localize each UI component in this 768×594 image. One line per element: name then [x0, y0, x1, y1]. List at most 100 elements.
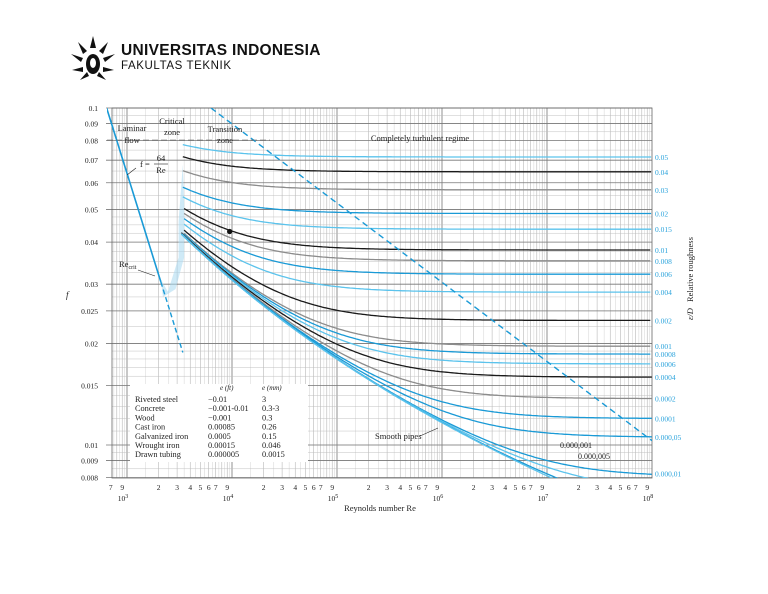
table-value: 0.00085	[208, 423, 235, 432]
x-tick-label: 2	[367, 483, 371, 492]
x-tick-label: 7	[214, 483, 218, 492]
laminar-line-dashed	[160, 281, 184, 353]
x-decade-label: 106	[433, 494, 444, 503]
table-value: 0.046	[262, 441, 281, 450]
y-tick-label: 0.08	[85, 137, 98, 146]
x-tick-label: 5	[514, 483, 518, 492]
table-header: e (ft)	[220, 384, 234, 392]
y-tick-label: 0.025	[81, 307, 98, 316]
curve-0-0002	[180, 232, 652, 400]
table-value: −0.01	[208, 395, 227, 404]
y-tick-label: 0.07	[85, 156, 98, 165]
x-decade-label: 108	[643, 494, 654, 503]
roughness-label: 0.0006	[655, 360, 676, 369]
complete-turbulence-boundary	[210, 108, 652, 442]
x-tick-label: 3	[385, 483, 389, 492]
table-value: 0.0015	[262, 450, 285, 459]
curves	[107, 108, 652, 478]
table-value: 0.00015	[208, 441, 235, 450]
roughness-label: 0.000,05	[655, 433, 682, 442]
curve-label-inside: 0.000,001	[560, 441, 592, 450]
laminar-eq-den: Re	[156, 165, 166, 175]
critical-zone-shading	[160, 164, 185, 297]
table-material: Galvanized iron	[135, 432, 189, 441]
y-tick-label: 0.05	[85, 205, 98, 214]
table-material: Concrete	[135, 404, 165, 413]
y-tick-label: 0.1	[89, 104, 99, 113]
roughness-label: 0.02	[655, 209, 668, 218]
laminar-line	[107, 108, 162, 283]
curve-0-002	[183, 229, 651, 322]
roughness-label: 0.04	[655, 168, 668, 177]
x-tick-label: 9	[330, 483, 334, 492]
x-tick-label: 5	[409, 483, 413, 492]
curve-0-03	[182, 170, 652, 191]
x-tick-label: 3	[280, 483, 284, 492]
x-tick-label: 4	[503, 483, 507, 492]
right-axis-label: Relative roughness	[685, 237, 695, 302]
plot-frame	[111, 107, 653, 479]
x-tick-label: 2	[577, 483, 581, 492]
x-tick-label: 7	[634, 483, 638, 492]
x-tick-label: 5	[199, 483, 203, 492]
x-decade-label: 105	[328, 494, 339, 503]
curve-0-001	[183, 232, 651, 347]
x-decade-label: 103	[118, 494, 129, 503]
roughness-label: 0.05	[655, 153, 668, 162]
curve-0-008	[183, 212, 651, 262]
re-crit-label: Recrit	[119, 259, 137, 271]
y-tick-label: 0.06	[85, 179, 98, 188]
x-axis-label: Reynolds number Re	[344, 503, 416, 513]
table-value: 0.3-3	[262, 404, 279, 413]
y-tick-label: 0.01	[85, 441, 98, 450]
university-logo	[71, 36, 115, 80]
roughness-label: 0.0008	[655, 350, 676, 359]
x-tick-label: 2	[472, 483, 476, 492]
roughness-label: 0.006	[655, 270, 672, 279]
y-tick-label: 0.015	[81, 382, 98, 391]
x-tick-label: 2	[157, 483, 161, 492]
curve-0-0008	[183, 233, 651, 355]
roughness-label: 0.0001	[655, 414, 676, 423]
table-value: 0.15	[262, 432, 277, 441]
table-header: e (mm)	[262, 384, 282, 392]
x-tick-label: 5	[619, 483, 623, 492]
x-tick-label: 3	[490, 483, 494, 492]
transition-label-1: Transition	[208, 124, 243, 134]
x-tick-label: 4	[188, 483, 192, 492]
x-tick-label: 7	[529, 483, 533, 492]
institution-name: UNIVERSITAS INDONESIA	[121, 42, 321, 59]
curve-0-0006	[183, 234, 651, 365]
x-tick-label: 9	[120, 483, 124, 492]
curve-Smooth-pipes	[180, 233, 554, 478]
table-value: 0.3	[262, 413, 272, 422]
x-tick-label: 6	[627, 483, 631, 492]
table-value: 0.26	[262, 423, 277, 432]
x-tick-label: 4	[293, 483, 297, 492]
table-material: Riveted steel	[135, 395, 179, 404]
x-tick-label: 2	[262, 483, 266, 492]
x-tick-label: 6	[312, 483, 316, 492]
laminar-eq-lhs: f =	[140, 159, 150, 169]
roughness-label: 0.015	[655, 225, 672, 234]
critical-label-2: zone	[164, 127, 180, 137]
roughness-label: 0.008	[655, 257, 672, 266]
tick-labels: 0.050.040.030.020.0150.010.0080.0060.004…	[81, 104, 681, 503]
roughness-label: 0.0002	[655, 394, 676, 403]
y-tick-label: 0.008	[81, 474, 98, 483]
x-tick-label: 9	[435, 483, 439, 492]
roughness-label: 0.01	[655, 246, 668, 255]
roughness-label: 0.004	[655, 288, 672, 297]
y-tick-label: 0.04	[85, 238, 98, 247]
x-tick-label: 3	[595, 483, 599, 492]
x-tick-label: 9	[540, 483, 544, 492]
y-tick-label: 0.009	[81, 456, 98, 465]
y-tick-label: 0.09	[85, 119, 98, 128]
x-tick-label: 6	[522, 483, 526, 492]
roughness-table: e (ft) e (mm) Riveted steel −0.01 3 Concrete −…	[135, 384, 285, 459]
x-tick-label: 3	[175, 483, 179, 492]
x-tick-label: 6	[417, 483, 421, 492]
x-decade-label: 104	[223, 494, 234, 503]
x-tick-label: 7	[424, 483, 428, 492]
faculty-name: FAKULTAS TEKNIK	[121, 60, 232, 72]
